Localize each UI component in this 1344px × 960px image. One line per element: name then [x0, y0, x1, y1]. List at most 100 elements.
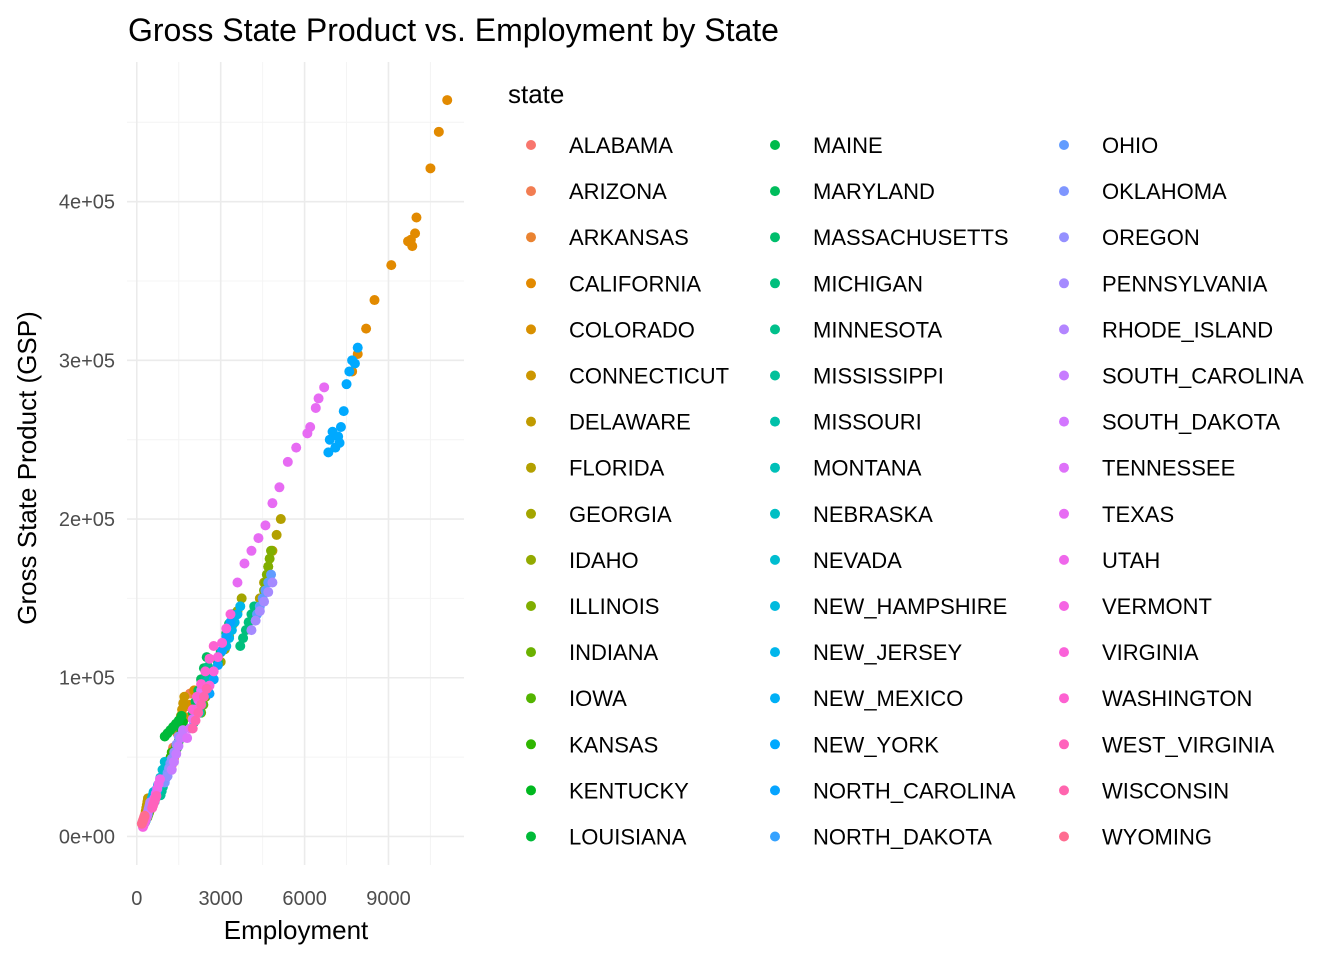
- y-tick-label: 0e+00: [59, 826, 115, 848]
- legend-key: [770, 232, 780, 243]
- legend-label: IOWA: [569, 686, 627, 711]
- legend-key: [770, 739, 780, 750]
- legend-label: COLORADO: [569, 317, 695, 342]
- legend-key: [526, 647, 536, 658]
- legend-key: [526, 693, 536, 704]
- legend-key: [1059, 232, 1069, 243]
- data-point: [155, 774, 166, 785]
- legend-label: MICHIGAN: [813, 271, 923, 296]
- data-point: [267, 498, 278, 509]
- legend-key: [526, 739, 536, 750]
- legend-key: [1059, 785, 1069, 796]
- data-point: [225, 609, 236, 620]
- data-point: [411, 212, 422, 223]
- legend-key: [526, 324, 536, 335]
- legend-key: [770, 416, 780, 427]
- y-tick-label: 2e+05: [59, 509, 115, 531]
- data-point: [198, 691, 209, 702]
- x-tick-label: 3000: [198, 888, 243, 910]
- legend-label: PENNSYLVANIA: [1102, 271, 1268, 296]
- legend-key: [526, 416, 536, 427]
- data-point: [232, 577, 243, 588]
- legend-key: [770, 831, 780, 842]
- legend-key: [770, 370, 780, 381]
- y-tick-label: 4e+05: [59, 192, 115, 214]
- legend-key: [1059, 324, 1069, 335]
- data-point: [176, 710, 187, 721]
- data-point: [151, 790, 162, 801]
- data-point: [212, 652, 223, 663]
- legend-items: ALABAMA ARIZONA ARKANSAS CALIFORNIA COLORADO…: [526, 133, 1304, 850]
- legend-label: MASSACHUSETTS: [813, 225, 1009, 250]
- legend-label: ALABAMA: [569, 133, 673, 158]
- legend-label: MISSOURI: [813, 410, 922, 435]
- legend-key: [526, 278, 536, 289]
- data-point: [171, 748, 182, 759]
- legend-key: [1059, 508, 1069, 519]
- legend-label: WEST_VIRGINIA: [1102, 732, 1275, 757]
- legend-label: OKLAHOMA: [1102, 179, 1227, 204]
- legend-key: [1059, 462, 1069, 473]
- legend-label: CONNECTICUT: [569, 364, 729, 389]
- legend-label: CALIFORNIA: [569, 271, 701, 296]
- legend-label: MARYLAND: [813, 179, 935, 204]
- data-point: [260, 520, 271, 531]
- legend-label: NORTH_DAKOTA: [813, 825, 992, 850]
- data-point: [232, 609, 243, 620]
- data-point: [182, 733, 193, 744]
- data-point: [305, 422, 316, 432]
- data-point: [235, 601, 246, 612]
- data-point: [369, 295, 380, 306]
- data-point: [338, 406, 349, 417]
- legend-label: NEVADA: [813, 548, 902, 573]
- legend-label: GEORGIA: [569, 502, 672, 527]
- legend-key: [770, 140, 780, 150]
- legend-key: [1059, 278, 1069, 289]
- x-tick-label: 9000: [366, 888, 411, 910]
- legend-label: OHIO: [1102, 133, 1158, 158]
- data-point: [324, 434, 335, 445]
- data-point: [166, 764, 177, 775]
- legend-label: LOUISIANA: [569, 825, 687, 850]
- data-point: [334, 437, 345, 448]
- data-point: [259, 596, 270, 607]
- legend-key: [1059, 140, 1069, 150]
- x-axis-ticks: 0 3000 6000 9000: [131, 888, 411, 910]
- legend-label: VIRGINIA: [1102, 640, 1199, 665]
- legend-label: KANSAS: [569, 732, 658, 757]
- legend-key: [526, 601, 536, 611]
- data-point: [344, 366, 355, 377]
- legend-label: FLORIDA: [569, 456, 665, 481]
- legend-label: WISCONSIN: [1102, 778, 1229, 803]
- legend-label: UTAH: [1102, 548, 1160, 573]
- data-point: [221, 623, 232, 634]
- legend-label: SOUTH_DAKOTA: [1102, 410, 1280, 435]
- legend-label: INDIANA: [569, 640, 659, 665]
- legend-label: MONTANA: [813, 456, 922, 481]
- legend-key: [770, 601, 780, 611]
- legend-label: NORTH_CAROLINA: [813, 778, 1016, 803]
- data-point: [236, 593, 247, 604]
- legend-key: [526, 140, 536, 150]
- legend-label: NEW_HAMPSHIRE: [813, 594, 1007, 619]
- legend-key: [526, 785, 536, 796]
- legend-key: [526, 462, 536, 473]
- legend-label: MAINE: [813, 133, 883, 158]
- data-point: [253, 533, 264, 544]
- data-point: [190, 715, 201, 726]
- data-point: [246, 625, 257, 636]
- data-point: [341, 379, 352, 390]
- data-point: [254, 606, 265, 617]
- data-point: [266, 569, 277, 580]
- data-point: [239, 558, 250, 569]
- data-point: [310, 402, 321, 413]
- x-tick-label: 0: [131, 888, 142, 910]
- data-point: [282, 456, 293, 467]
- legend-label: KENTUCKY: [569, 778, 689, 803]
- data-point: [274, 482, 285, 493]
- data-point: [208, 641, 219, 651]
- data-point: [275, 514, 286, 525]
- legend-key: [526, 831, 536, 842]
- legend-label: ILLINOIS: [569, 594, 659, 619]
